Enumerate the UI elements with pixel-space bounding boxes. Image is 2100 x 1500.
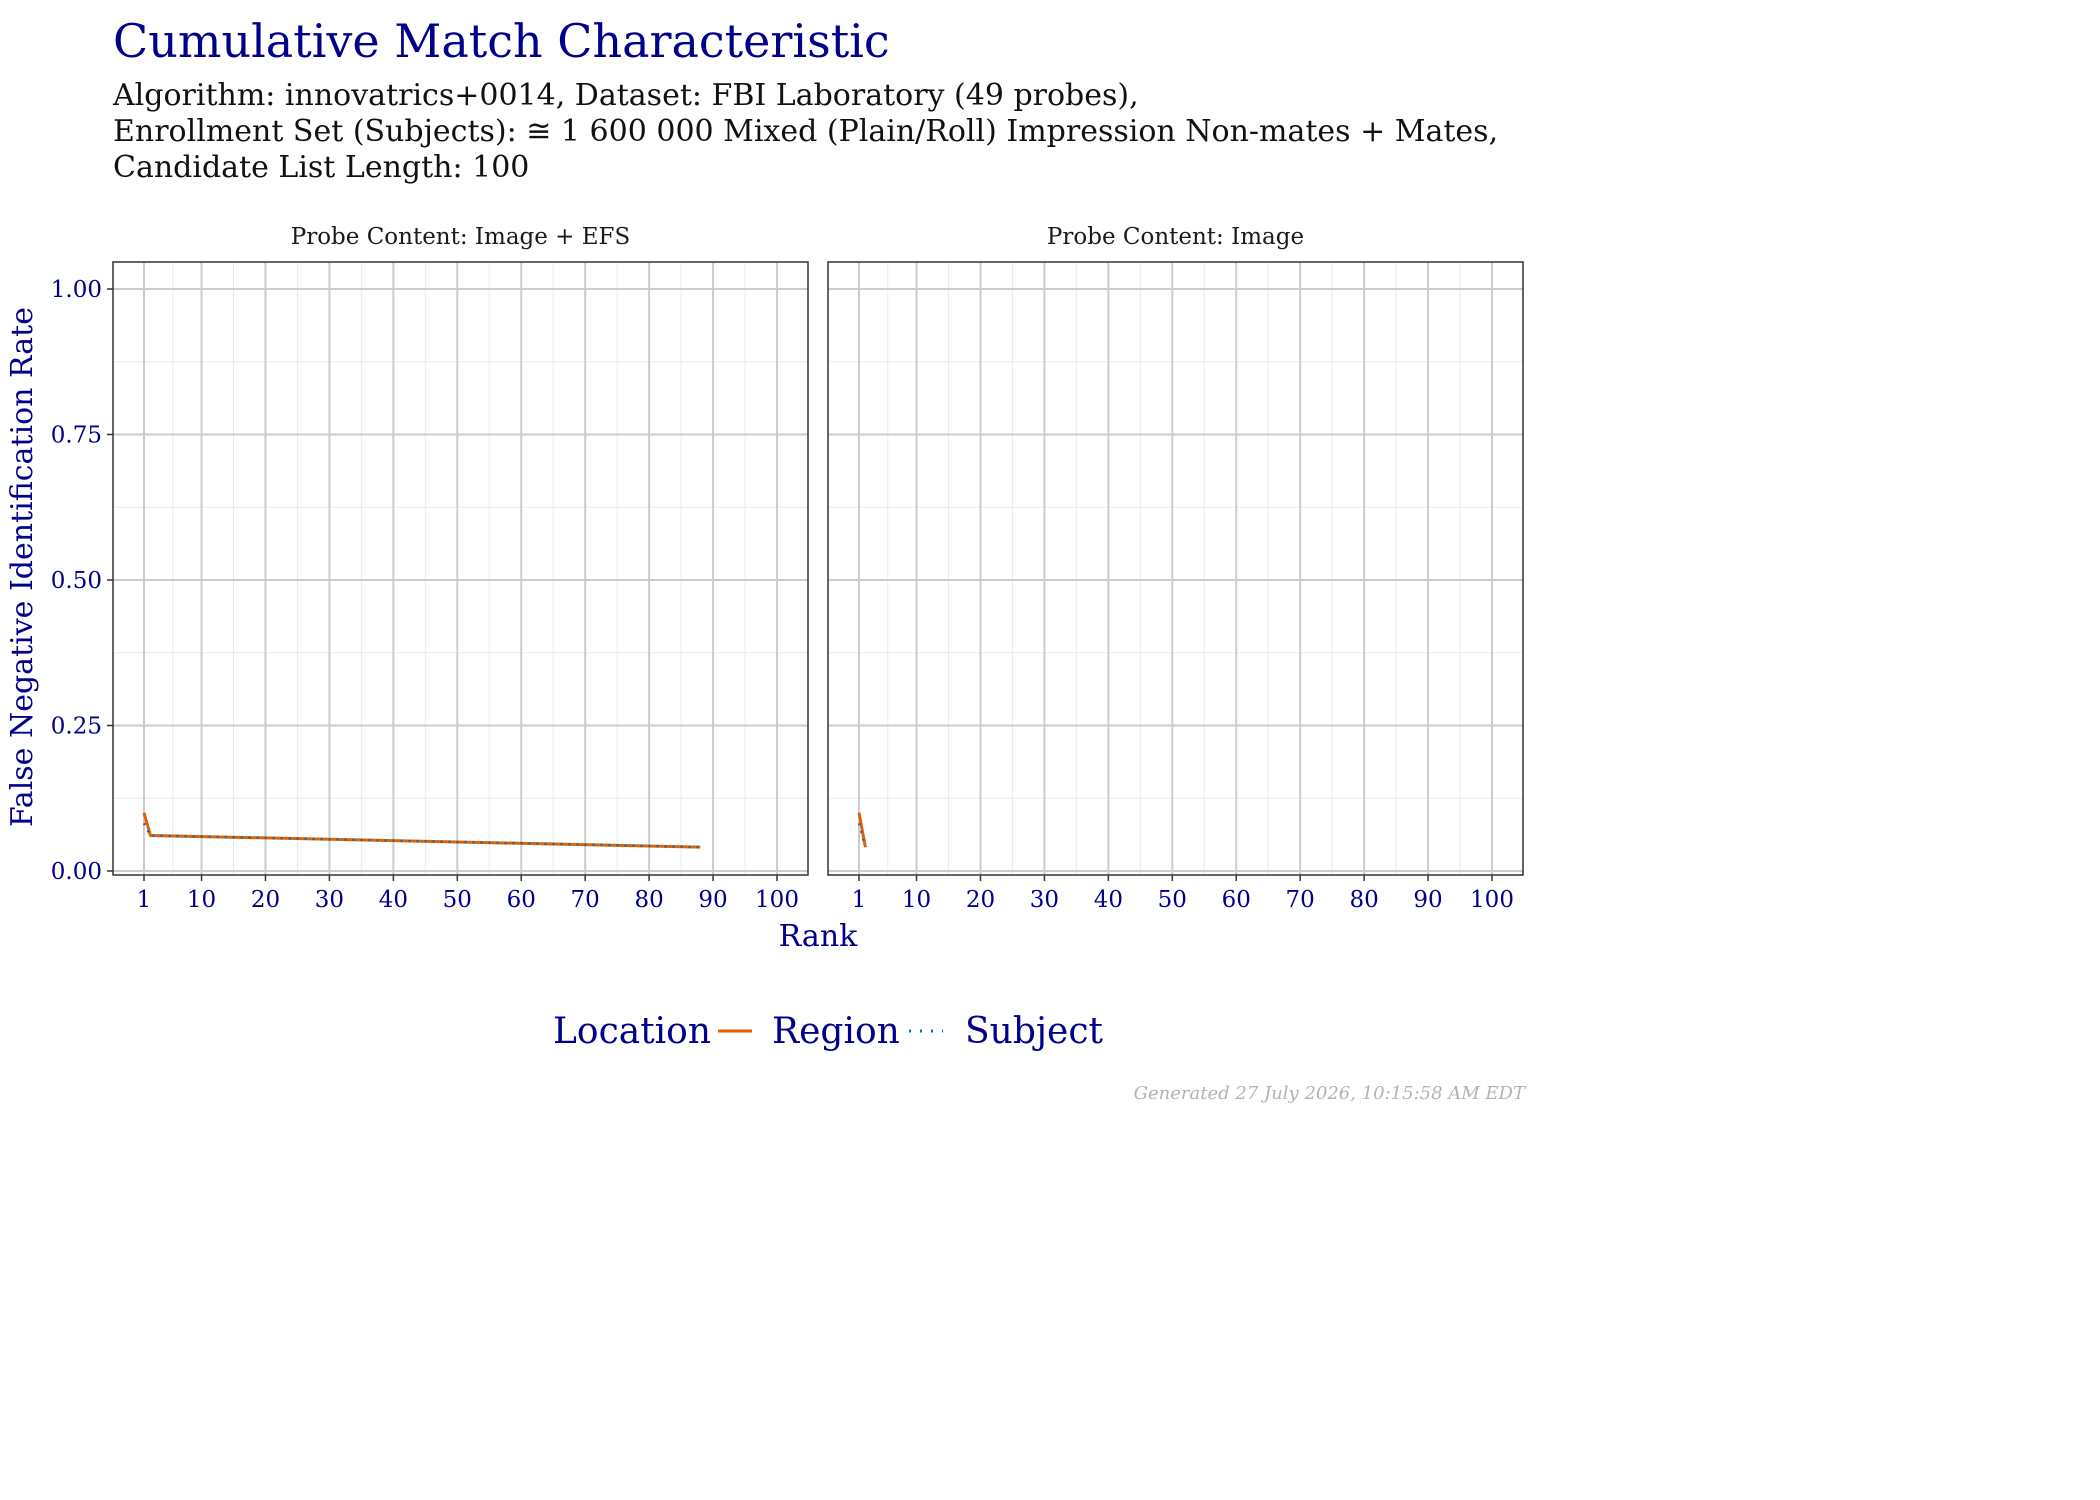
chart-panels: Probe Content: Image + EFS 1 10 20 30 40 50 60 7… <box>51 224 1524 913</box>
chart-legend: Location Region Subject <box>553 1011 1104 1052</box>
x-tick-label: 10 <box>187 887 216 913</box>
x-tick-label: 1 <box>852 887 867 913</box>
x-tick-label: 30 <box>315 887 344 913</box>
y-tick-label: 0.25 <box>51 714 102 740</box>
x-tick-label: 20 <box>251 887 280 913</box>
x-tick-label: 100 <box>1470 887 1514 913</box>
x-tick-label: 10 <box>902 887 931 913</box>
x-axis-label: Rank <box>779 919 858 954</box>
panel-strip-label: Probe Content: Image <box>1047 224 1304 250</box>
x-tick-label: 70 <box>1286 887 1315 913</box>
x-tick-label: 100 <box>755 887 799 913</box>
generated-timestamp: Generated 27 July 2026, 10:15:58 AM EDT <box>1133 1083 1525 1104</box>
panel-border <box>827 261 1524 876</box>
series-line-region <box>857 812 867 848</box>
panel-border <box>112 261 809 876</box>
y-tick-label: 0.50 <box>51 568 102 594</box>
subtitle-line: Candidate List Length: 100 <box>113 150 530 185</box>
x-tick-label: 40 <box>379 887 408 913</box>
panel-background <box>113 262 808 875</box>
x-tick-label: 80 <box>1349 887 1378 913</box>
x-tick-label: 1 <box>137 887 152 913</box>
x-tick-label: 20 <box>966 887 995 913</box>
x-tick-label: 50 <box>443 887 472 913</box>
x-tick-label: 60 <box>1222 887 1251 913</box>
panel-strip-label: Probe Content: Image + EFS <box>291 224 631 250</box>
x-tick-label: 90 <box>698 887 727 913</box>
x-tick-label: 40 <box>1094 887 1123 913</box>
x-tick-label: 80 <box>634 887 663 913</box>
cmc-chart: Probe Content: Image + EFS 1 10 20 30 40 50 60 7… <box>5 224 1524 1052</box>
panel-1: Probe Content: Image + EFS 1 10 20 30 40 50 60 7… <box>51 224 809 913</box>
panel-2: Probe Content: Image 1 10 20 30 40 50 60 70 80 90 1… <box>827 224 1524 913</box>
subtitle-line: Enrollment Set (Subjects): ≅ 1 600 000 M… <box>113 114 1499 149</box>
series-line-region <box>142 812 701 849</box>
x-tick-label: 30 <box>1030 887 1059 913</box>
y-tick-label: 0.00 <box>51 859 102 885</box>
panel-background <box>828 262 1523 875</box>
x-tick-label: 50 <box>1158 887 1187 913</box>
x-tick-label: 60 <box>507 887 536 913</box>
subtitle-line: Algorithm: innovatrics+0014, Dataset: FB… <box>113 78 1139 113</box>
x-tick-label: 90 <box>1413 887 1442 913</box>
legend-label-region: Region <box>772 1011 900 1052</box>
y-tick-label: 1.00 <box>51 277 102 303</box>
x-tick-label: 70 <box>571 887 600 913</box>
y-tick-label: 0.75 <box>51 423 102 449</box>
legend-title: Location <box>553 1011 711 1052</box>
chart-title: Cumulative Match Characteristic <box>113 14 890 68</box>
chart-subtitle: Algorithm: innovatrics+0014, Dataset: FB… <box>113 78 1498 186</box>
y-axis-label: False Negative Identification Rate <box>5 307 40 827</box>
legend-label-subject: Subject <box>965 1011 1104 1052</box>
